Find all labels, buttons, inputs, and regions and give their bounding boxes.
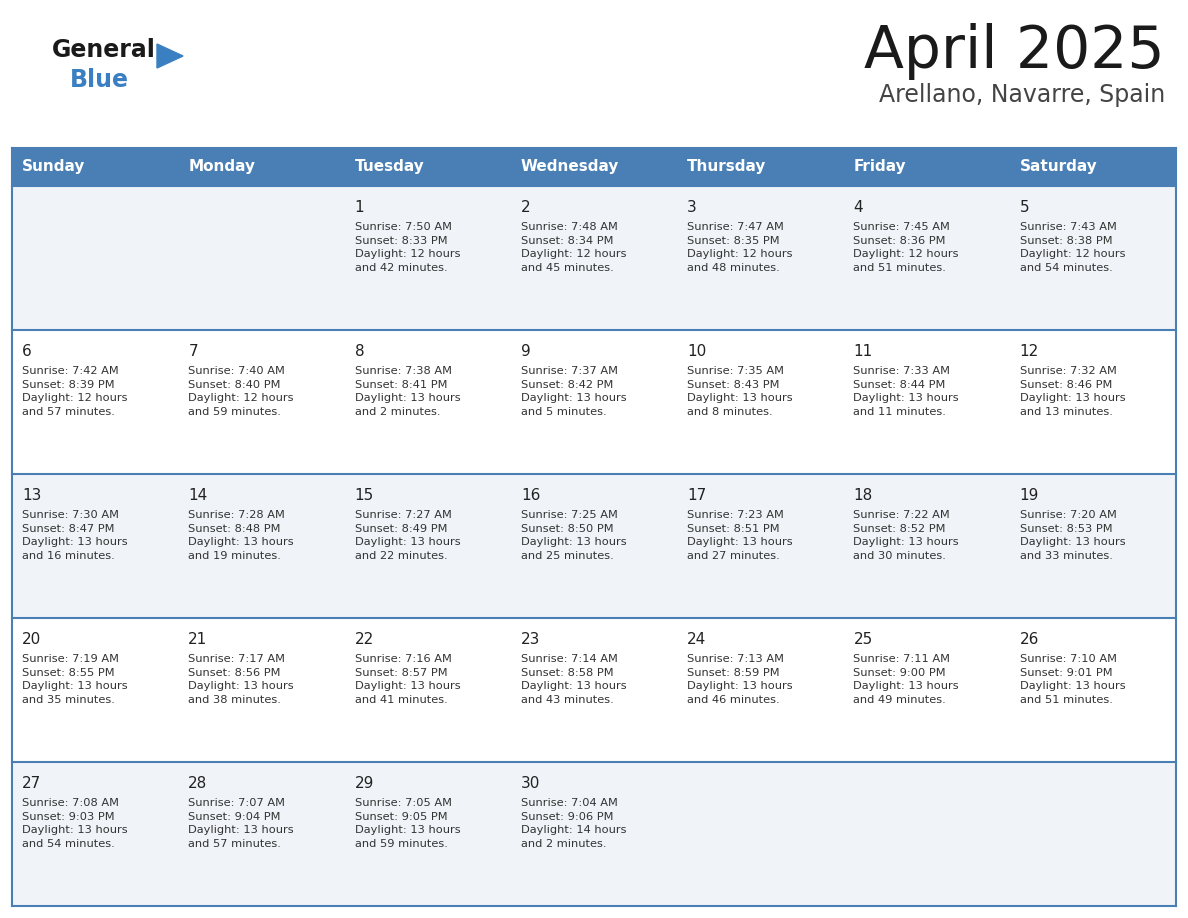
Text: 28: 28 [188, 776, 208, 791]
Text: 23: 23 [520, 632, 541, 647]
Bar [12, 148, 1176, 186]
Text: Sunrise: 7:17 AM
Sunset: 8:56 PM
Daylight: 13 hours
and 38 minutes.: Sunrise: 7:17 AM Sunset: 8:56 PM Dayligh… [188, 654, 293, 705]
Text: Sunrise: 7:14 AM
Sunset: 8:58 PM
Daylight: 13 hours
and 43 minutes.: Sunrise: 7:14 AM Sunset: 8:58 PM Dayligh… [520, 654, 626, 705]
Text: Monday: Monday [188, 160, 255, 174]
Bar [12, 618, 1176, 762]
Text: Sunrise: 7:48 AM
Sunset: 8:34 PM
Daylight: 12 hours
and 45 minutes.: Sunrise: 7:48 AM Sunset: 8:34 PM Dayligh… [520, 222, 626, 273]
Text: 16: 16 [520, 488, 541, 503]
Text: 20: 20 [23, 632, 42, 647]
Text: Friday: Friday [853, 160, 906, 174]
Text: April 2025: April 2025 [865, 23, 1165, 80]
Text: General: General [52, 38, 156, 62]
Text: Sunrise: 7:42 AM
Sunset: 8:39 PM
Daylight: 12 hours
and 57 minutes.: Sunrise: 7:42 AM Sunset: 8:39 PM Dayligh… [23, 366, 127, 417]
Polygon shape [157, 44, 183, 68]
Text: Thursday: Thursday [687, 160, 766, 174]
Text: Sunrise: 7:33 AM
Sunset: 8:44 PM
Daylight: 13 hours
and 11 minutes.: Sunrise: 7:33 AM Sunset: 8:44 PM Dayligh… [853, 366, 959, 417]
Text: Sunrise: 7:43 AM
Sunset: 8:38 PM
Daylight: 12 hours
and 54 minutes.: Sunrise: 7:43 AM Sunset: 8:38 PM Dayligh… [1019, 222, 1125, 273]
Text: 12: 12 [1019, 344, 1040, 359]
Text: 4: 4 [853, 200, 862, 215]
Bar [12, 762, 1176, 906]
Text: Sunrise: 7:16 AM
Sunset: 8:57 PM
Daylight: 13 hours
and 41 minutes.: Sunrise: 7:16 AM Sunset: 8:57 PM Dayligh… [354, 654, 460, 705]
Bar [12, 330, 1176, 474]
Text: Tuesday: Tuesday [354, 160, 424, 174]
Text: Sunrise: 7:50 AM
Sunset: 8:33 PM
Daylight: 12 hours
and 42 minutes.: Sunrise: 7:50 AM Sunset: 8:33 PM Dayligh… [354, 222, 460, 273]
Text: 9: 9 [520, 344, 531, 359]
Text: 29: 29 [354, 776, 374, 791]
Text: Sunrise: 7:05 AM
Sunset: 9:05 PM
Daylight: 13 hours
and 59 minutes.: Sunrise: 7:05 AM Sunset: 9:05 PM Dayligh… [354, 798, 460, 849]
Text: 30: 30 [520, 776, 541, 791]
Text: Sunrise: 7:35 AM
Sunset: 8:43 PM
Daylight: 13 hours
and 8 minutes.: Sunrise: 7:35 AM Sunset: 8:43 PM Dayligh… [687, 366, 792, 417]
Text: 14: 14 [188, 488, 208, 503]
Text: 2: 2 [520, 200, 531, 215]
Text: Sunrise: 7:07 AM
Sunset: 9:04 PM
Daylight: 13 hours
and 57 minutes.: Sunrise: 7:07 AM Sunset: 9:04 PM Dayligh… [188, 798, 293, 849]
Text: 6: 6 [23, 344, 32, 359]
Bar [12, 186, 1176, 330]
Text: 17: 17 [687, 488, 707, 503]
Text: Sunrise: 7:13 AM
Sunset: 8:59 PM
Daylight: 13 hours
and 46 minutes.: Sunrise: 7:13 AM Sunset: 8:59 PM Dayligh… [687, 654, 792, 705]
Text: 8: 8 [354, 344, 365, 359]
Text: Sunrise: 7:10 AM
Sunset: 9:01 PM
Daylight: 13 hours
and 51 minutes.: Sunrise: 7:10 AM Sunset: 9:01 PM Dayligh… [1019, 654, 1125, 705]
Text: 5: 5 [1019, 200, 1029, 215]
Text: Sunrise: 7:23 AM
Sunset: 8:51 PM
Daylight: 13 hours
and 27 minutes.: Sunrise: 7:23 AM Sunset: 8:51 PM Dayligh… [687, 510, 792, 561]
Text: 13: 13 [23, 488, 42, 503]
Text: Sunrise: 7:47 AM
Sunset: 8:35 PM
Daylight: 12 hours
and 48 minutes.: Sunrise: 7:47 AM Sunset: 8:35 PM Dayligh… [687, 222, 792, 273]
Text: Arellano, Navarre, Spain: Arellano, Navarre, Spain [879, 83, 1165, 107]
Text: 19: 19 [1019, 488, 1040, 503]
Text: Saturday: Saturday [1019, 160, 1098, 174]
Text: 18: 18 [853, 488, 873, 503]
Text: 27: 27 [23, 776, 42, 791]
Text: 1: 1 [354, 200, 365, 215]
Text: Sunrise: 7:20 AM
Sunset: 8:53 PM
Daylight: 13 hours
and 33 minutes.: Sunrise: 7:20 AM Sunset: 8:53 PM Dayligh… [1019, 510, 1125, 561]
Text: 22: 22 [354, 632, 374, 647]
Text: Sunrise: 7:32 AM
Sunset: 8:46 PM
Daylight: 13 hours
and 13 minutes.: Sunrise: 7:32 AM Sunset: 8:46 PM Dayligh… [1019, 366, 1125, 417]
Text: Sunrise: 7:25 AM
Sunset: 8:50 PM
Daylight: 13 hours
and 25 minutes.: Sunrise: 7:25 AM Sunset: 8:50 PM Dayligh… [520, 510, 626, 561]
Bar [12, 474, 1176, 618]
Text: Sunrise: 7:40 AM
Sunset: 8:40 PM
Daylight: 12 hours
and 59 minutes.: Sunrise: 7:40 AM Sunset: 8:40 PM Dayligh… [188, 366, 293, 417]
Text: 21: 21 [188, 632, 208, 647]
Text: Sunrise: 7:30 AM
Sunset: 8:47 PM
Daylight: 13 hours
and 16 minutes.: Sunrise: 7:30 AM Sunset: 8:47 PM Dayligh… [23, 510, 127, 561]
Text: Sunrise: 7:19 AM
Sunset: 8:55 PM
Daylight: 13 hours
and 35 minutes.: Sunrise: 7:19 AM Sunset: 8:55 PM Dayligh… [23, 654, 127, 705]
Text: Sunrise: 7:08 AM
Sunset: 9:03 PM
Daylight: 13 hours
and 54 minutes.: Sunrise: 7:08 AM Sunset: 9:03 PM Dayligh… [23, 798, 127, 849]
Text: Blue: Blue [70, 68, 129, 92]
Text: Sunrise: 7:11 AM
Sunset: 9:00 PM
Daylight: 13 hours
and 49 minutes.: Sunrise: 7:11 AM Sunset: 9:00 PM Dayligh… [853, 654, 959, 705]
Text: 3: 3 [687, 200, 697, 215]
Text: 11: 11 [853, 344, 873, 359]
Text: 7: 7 [188, 344, 198, 359]
Text: Wednesday: Wednesday [520, 160, 619, 174]
Text: 10: 10 [687, 344, 707, 359]
Text: Sunrise: 7:04 AM
Sunset: 9:06 PM
Daylight: 14 hours
and 2 minutes.: Sunrise: 7:04 AM Sunset: 9:06 PM Dayligh… [520, 798, 626, 849]
Text: 26: 26 [1019, 632, 1040, 647]
Text: Sunrise: 7:38 AM
Sunset: 8:41 PM
Daylight: 13 hours
and 2 minutes.: Sunrise: 7:38 AM Sunset: 8:41 PM Dayligh… [354, 366, 460, 417]
Text: Sunday: Sunday [23, 160, 86, 174]
Text: Sunrise: 7:27 AM
Sunset: 8:49 PM
Daylight: 13 hours
and 22 minutes.: Sunrise: 7:27 AM Sunset: 8:49 PM Dayligh… [354, 510, 460, 561]
Text: 15: 15 [354, 488, 374, 503]
Text: Sunrise: 7:37 AM
Sunset: 8:42 PM
Daylight: 13 hours
and 5 minutes.: Sunrise: 7:37 AM Sunset: 8:42 PM Dayligh… [520, 366, 626, 417]
Text: Sunrise: 7:22 AM
Sunset: 8:52 PM
Daylight: 13 hours
and 30 minutes.: Sunrise: 7:22 AM Sunset: 8:52 PM Dayligh… [853, 510, 959, 561]
Text: 25: 25 [853, 632, 873, 647]
Text: Sunrise: 7:45 AM
Sunset: 8:36 PM
Daylight: 12 hours
and 51 minutes.: Sunrise: 7:45 AM Sunset: 8:36 PM Dayligh… [853, 222, 959, 273]
Text: 24: 24 [687, 632, 707, 647]
Text: Sunrise: 7:28 AM
Sunset: 8:48 PM
Daylight: 13 hours
and 19 minutes.: Sunrise: 7:28 AM Sunset: 8:48 PM Dayligh… [188, 510, 293, 561]
